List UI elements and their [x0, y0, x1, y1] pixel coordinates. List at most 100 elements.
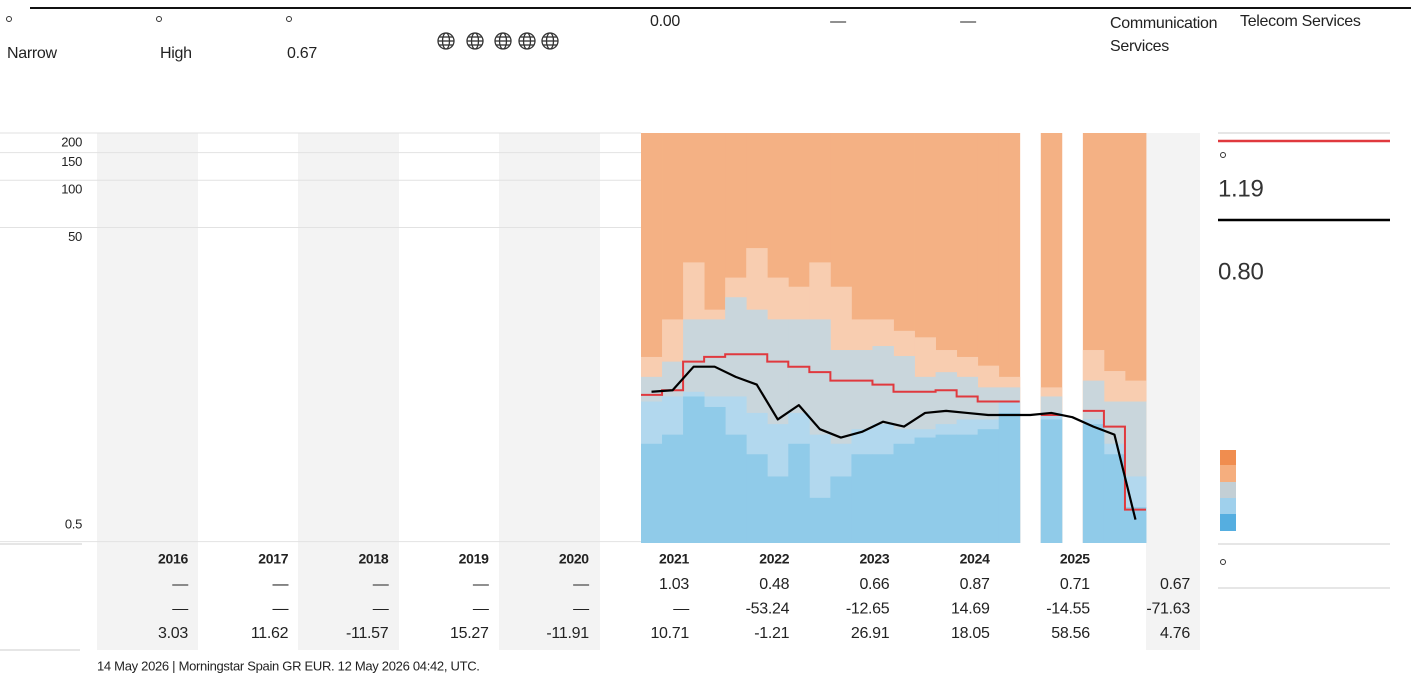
globe-rating	[437, 32, 559, 50]
table-cell: -11.57	[346, 625, 389, 642]
table-cell: 18.05	[951, 625, 990, 642]
table-cell: 3.03	[158, 625, 188, 642]
band	[998, 412, 1021, 543]
band	[683, 396, 705, 543]
legend-swatch	[1220, 498, 1236, 514]
band	[788, 443, 810, 543]
y-tick-label: 150	[61, 154, 82, 169]
table-cell: 0.71	[1060, 576, 1090, 593]
column-bg	[499, 133, 600, 650]
yield: 0.00	[650, 13, 680, 30]
legend-swatch	[1220, 450, 1236, 465]
globe	[541, 32, 559, 50]
band	[977, 429, 1000, 543]
table-cell: —	[272, 601, 288, 618]
table-cell: 26.91	[851, 625, 890, 642]
table-cell: 0.66	[859, 576, 889, 593]
table-cell: -53.24	[746, 601, 790, 618]
y-tick-label: 200	[61, 134, 82, 149]
line	[651, 365, 1137, 520]
dash: —	[830, 13, 846, 30]
table-cell: -11.91	[546, 625, 589, 642]
legend-swatch	[1220, 482, 1236, 498]
band	[641, 443, 663, 543]
black-value: 0.80	[1218, 258, 1264, 285]
table-cell: —	[473, 576, 489, 593]
year-header: 2020	[559, 551, 589, 567]
y-tick-label: 50	[68, 229, 82, 244]
globe	[437, 32, 455, 50]
legend-swatch	[1220, 514, 1236, 531]
table-cell: —	[573, 601, 589, 618]
year-header: 2021	[659, 551, 689, 567]
table-cell: 1.03	[659, 576, 689, 593]
column-bg	[298, 133, 399, 650]
search-icon	[156, 16, 162, 22]
table-cell: —	[272, 576, 288, 593]
table-cell: -12.65	[846, 601, 890, 618]
table-cell: 0.87	[960, 576, 990, 593]
table-cell: -14.55	[1046, 601, 1090, 618]
year-header: 2024	[960, 551, 990, 567]
band	[851, 454, 873, 543]
industry: Telecom Services	[1240, 13, 1361, 30]
column-bg	[97, 133, 198, 650]
year-header: 2025	[1060, 551, 1090, 567]
globe	[466, 32, 484, 50]
table-cell: -71.63	[1146, 601, 1190, 618]
band	[662, 434, 684, 543]
band	[704, 406, 726, 543]
search-icon	[286, 16, 292, 22]
year-header: 2016	[158, 551, 188, 567]
year-header: 2022	[759, 551, 789, 567]
band	[893, 443, 915, 543]
band	[914, 437, 936, 543]
uncertainty: High	[160, 45, 192, 62]
ratio: 0.67	[287, 45, 317, 62]
year-header: 2023	[859, 551, 889, 567]
band	[746, 454, 768, 543]
band	[830, 476, 852, 543]
table-cell: -1.21	[754, 625, 789, 642]
band	[1082, 424, 1105, 543]
year-header: 2019	[459, 551, 489, 567]
dash: —	[960, 13, 976, 30]
band-legend	[1220, 450, 1236, 531]
table-cell: —	[373, 601, 389, 618]
band	[1103, 454, 1126, 543]
band	[1124, 507, 1147, 543]
search-icon	[6, 16, 12, 22]
table-cell: —	[172, 601, 188, 618]
column-backgrounds	[97, 133, 1200, 650]
plot	[0, 132, 1147, 543]
band	[1040, 419, 1063, 543]
legend-swatch	[1220, 465, 1236, 482]
band	[872, 454, 894, 543]
table-cell: —	[573, 576, 589, 593]
year-header: 2017	[258, 551, 288, 567]
band	[935, 434, 958, 543]
year-header: 2018	[358, 551, 388, 567]
band	[956, 434, 979, 543]
table-cell: 0.67	[1160, 576, 1190, 593]
table-cell: —	[673, 601, 689, 618]
footer: 14 May 2026 | Morningstar Spain GR EUR. …	[97, 658, 480, 673]
table-cell: 58.56	[1051, 625, 1090, 642]
icons	[6, 16, 1226, 565]
table-cell: 11.62	[251, 625, 289, 642]
sector-box: Communication Services	[1110, 15, 1218, 55]
search-icon	[1220, 152, 1226, 158]
table-cell: —	[172, 576, 188, 593]
column-bg	[1146, 133, 1200, 650]
table-cell: 14.69	[951, 601, 990, 618]
band	[767, 476, 789, 543]
table-cell: —	[473, 601, 489, 618]
band	[725, 434, 747, 543]
y-tick-label: 100	[61, 182, 82, 197]
table-cell: —	[373, 576, 389, 593]
red-value: 1.19	[1218, 175, 1264, 202]
band	[809, 497, 831, 543]
globe	[518, 32, 536, 50]
